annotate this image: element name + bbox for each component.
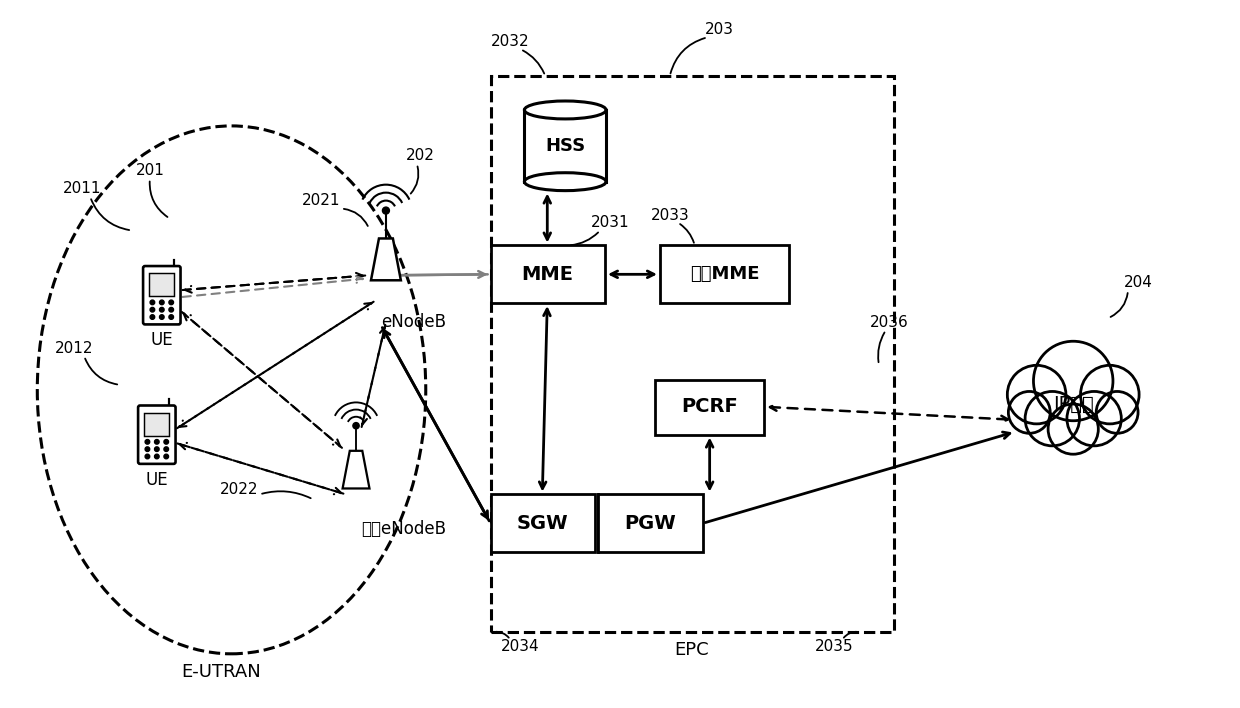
Circle shape	[160, 315, 164, 319]
Text: 2033: 2033	[651, 208, 689, 223]
Text: 202: 202	[407, 148, 435, 164]
Circle shape	[353, 423, 360, 429]
Circle shape	[145, 440, 150, 444]
Text: 201: 201	[135, 164, 164, 178]
FancyBboxPatch shape	[138, 406, 176, 464]
Circle shape	[164, 440, 169, 444]
Circle shape	[169, 307, 174, 312]
Text: 204: 204	[1123, 275, 1152, 290]
Bar	[491, 246, 605, 303]
Circle shape	[1008, 335, 1138, 464]
Circle shape	[145, 454, 150, 459]
Text: 2032: 2032	[491, 34, 529, 49]
Circle shape	[155, 447, 159, 452]
Circle shape	[145, 447, 150, 452]
Circle shape	[1007, 365, 1066, 424]
Text: UE: UE	[145, 471, 169, 489]
Polygon shape	[342, 451, 370, 489]
Ellipse shape	[525, 173, 606, 190]
Bar	[144, 413, 170, 435]
Circle shape	[382, 207, 389, 214]
Circle shape	[169, 315, 174, 319]
Circle shape	[1033, 341, 1114, 421]
Text: eNodeB: eNodeB	[382, 313, 446, 331]
Text: 2021: 2021	[301, 193, 341, 208]
Circle shape	[1008, 392, 1050, 433]
Polygon shape	[371, 239, 401, 280]
Text: 2022: 2022	[221, 482, 259, 497]
Ellipse shape	[525, 101, 606, 119]
Circle shape	[150, 307, 155, 312]
Text: 2011: 2011	[63, 181, 102, 196]
Text: HSS: HSS	[546, 137, 585, 155]
Text: SGW: SGW	[517, 514, 568, 533]
Circle shape	[1080, 365, 1140, 424]
Text: EPC: EPC	[675, 641, 709, 659]
Circle shape	[155, 440, 159, 444]
Text: E-UTRAN: E-UTRAN	[182, 663, 262, 681]
Bar	[598, 494, 703, 552]
Text: 2034: 2034	[501, 639, 539, 654]
Circle shape	[1096, 392, 1138, 433]
Circle shape	[150, 300, 155, 304]
Circle shape	[160, 300, 164, 304]
Circle shape	[164, 447, 169, 452]
Text: PGW: PGW	[624, 514, 676, 533]
Bar	[149, 273, 175, 296]
Text: 其它MME: 其它MME	[689, 266, 759, 283]
Circle shape	[160, 307, 164, 312]
Text: 2036: 2036	[869, 314, 909, 330]
Bar	[525, 110, 606, 182]
Text: 2035: 2035	[815, 639, 853, 654]
Circle shape	[1048, 404, 1099, 455]
Text: PCRF: PCRF	[681, 397, 738, 416]
Text: 203: 203	[706, 22, 734, 37]
Circle shape	[1066, 392, 1121, 446]
Circle shape	[1025, 392, 1080, 446]
Text: UE: UE	[150, 331, 174, 349]
Circle shape	[164, 454, 169, 459]
Circle shape	[169, 300, 174, 304]
Text: MME: MME	[521, 265, 573, 284]
FancyBboxPatch shape	[143, 266, 181, 324]
Text: 2012: 2012	[55, 341, 93, 355]
Bar	[491, 494, 595, 552]
Bar	[491, 76, 894, 632]
Circle shape	[155, 454, 159, 459]
Bar	[660, 246, 790, 303]
Circle shape	[150, 315, 155, 319]
Ellipse shape	[525, 101, 606, 119]
Bar	[655, 380, 764, 435]
Text: 其它eNodeB: 其它eNodeB	[361, 520, 446, 538]
Text: IP业务: IP业务	[1053, 395, 1094, 414]
Text: 2031: 2031	[590, 215, 630, 230]
